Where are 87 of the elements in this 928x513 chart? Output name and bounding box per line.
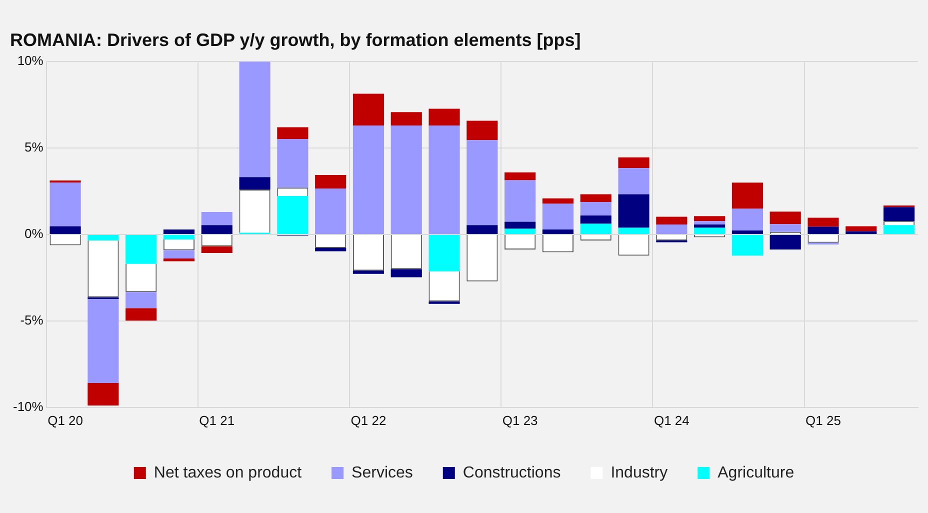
bar	[542, 204, 574, 230]
bar	[732, 235, 763, 256]
bar	[694, 228, 726, 234]
bar	[466, 120, 498, 140]
legend-label: Industry	[610, 464, 668, 482]
bar	[732, 208, 763, 231]
bar	[618, 194, 650, 228]
bar	[656, 216, 688, 224]
bar	[428, 108, 460, 126]
bar	[277, 196, 308, 234]
bar	[428, 126, 460, 234]
bar	[352, 270, 384, 274]
legend-label: Constructions	[462, 464, 561, 482]
bar	[618, 228, 650, 234]
bar	[428, 235, 460, 272]
bar	[466, 140, 498, 226]
x-tick-label: Q1 23	[502, 412, 538, 428]
bar	[88, 235, 119, 241]
bar	[884, 225, 915, 234]
bar	[239, 177, 270, 190]
bar	[315, 175, 346, 189]
bar	[504, 222, 536, 229]
bar	[201, 225, 232, 234]
y-tick-label: 5%	[24, 140, 44, 155]
bar	[352, 94, 384, 126]
bar	[390, 126, 422, 234]
bar	[126, 308, 157, 321]
bar	[732, 182, 763, 209]
bar	[50, 226, 81, 234]
bar	[163, 235, 195, 240]
x-tick-label: Q1 24	[654, 412, 690, 428]
x-tick-label: Q1 22	[350, 412, 386, 428]
bar	[580, 194, 612, 202]
bar	[846, 226, 877, 232]
bar	[504, 228, 536, 234]
y-tick-label: 0%	[24, 226, 44, 242]
bar	[580, 224, 612, 234]
bar	[580, 215, 612, 224]
bar	[884, 207, 915, 222]
bar	[542, 229, 574, 234]
bar	[390, 112, 422, 126]
bar	[656, 224, 688, 234]
bar	[428, 301, 460, 304]
bar	[201, 212, 232, 226]
bar	[201, 246, 232, 253]
bar	[466, 225, 498, 234]
legend-label: Services	[352, 464, 413, 482]
bar	[694, 221, 726, 224]
bar	[315, 188, 346, 234]
bar	[542, 198, 574, 204]
bar	[390, 269, 422, 278]
y-tick-label: 10%	[17, 53, 44, 68]
x-tick-label: Q1 25	[806, 412, 841, 428]
bar	[618, 157, 650, 168]
bar	[126, 292, 157, 308]
bar	[163, 250, 195, 259]
legend-label: Agriculture	[718, 464, 794, 482]
bar	[694, 224, 726, 228]
bar	[770, 212, 801, 224]
bar	[808, 218, 839, 227]
bar	[846, 231, 877, 234]
bar	[239, 62, 270, 178]
bar	[277, 127, 308, 140]
bar	[88, 298, 119, 384]
bar	[618, 168, 650, 194]
bar	[50, 182, 81, 226]
bar	[163, 258, 195, 262]
x-tick-label: Q1 20	[48, 412, 84, 428]
bar	[694, 216, 726, 222]
legend-label: Net taxes on product	[154, 464, 302, 482]
bar	[808, 226, 839, 234]
bar	[163, 229, 195, 234]
bar	[88, 383, 119, 406]
bar	[504, 172, 536, 180]
bar	[352, 126, 384, 234]
bar	[126, 235, 157, 264]
bar	[277, 139, 308, 188]
bar	[315, 248, 346, 252]
y-tick-label: -10%	[12, 398, 44, 414]
chart-title: ROMANIA: Drivers of GDP y/y growth, by formation elements [pps]	[10, 30, 581, 50]
y-tick-label: -5%	[20, 312, 44, 328]
x-tick-label: Q1 21	[199, 412, 235, 428]
bar	[770, 224, 801, 232]
bar	[580, 202, 612, 216]
bar	[770, 235, 801, 250]
bar	[504, 180, 536, 222]
bar	[732, 230, 763, 234]
